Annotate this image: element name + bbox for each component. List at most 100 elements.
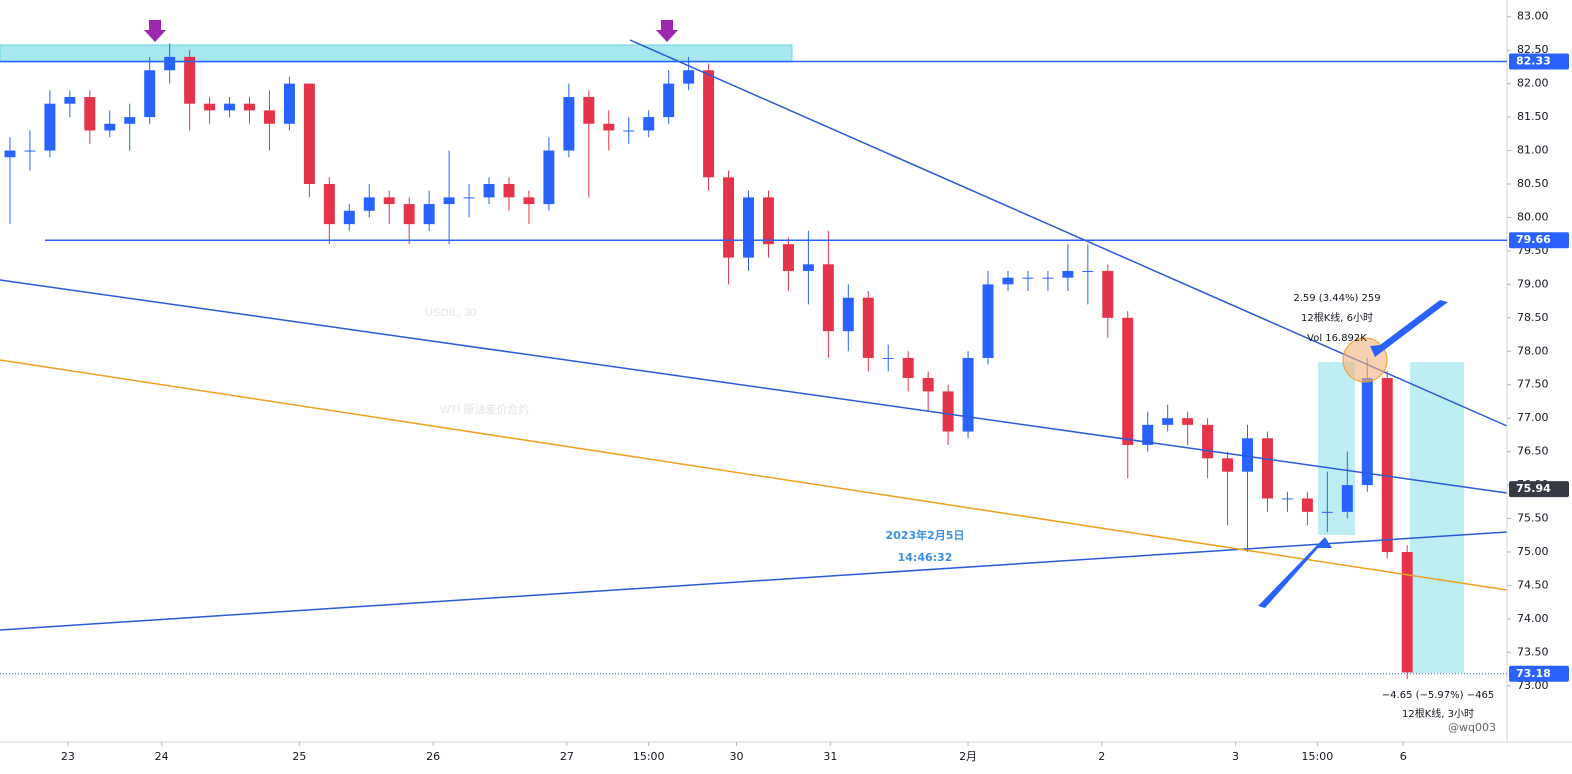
- candle-body: [104, 123, 116, 131]
- candle-body: [663, 83, 675, 118]
- candle-body: [4, 150, 16, 158]
- candle-body: [723, 177, 735, 258]
- candle-body: [822, 264, 834, 332]
- x-tick-label: 3: [1232, 750, 1239, 763]
- candle-body: [1202, 424, 1214, 459]
- candle-body: [1401, 551, 1413, 673]
- measure-label: 12根K线, 6小时: [1301, 311, 1373, 324]
- x-tick-label: 31: [823, 750, 837, 763]
- watermark-subtitle: WTI 原油差价合约: [440, 402, 529, 416]
- candle-body: [1082, 270, 1094, 272]
- candle-body: [323, 183, 335, 225]
- candle-body: [1301, 498, 1313, 512]
- candle-body: [244, 103, 255, 111]
- candle-body: [24, 150, 36, 152]
- measure-box: [1410, 362, 1464, 673]
- candle-body: [1162, 418, 1174, 425]
- y-tick-label: 74.50: [1517, 578, 1549, 591]
- y-tick-label: 83.00: [1517, 10, 1549, 23]
- candle-body: [623, 130, 635, 132]
- candle-body: [842, 297, 854, 332]
- arrow: [144, 20, 166, 42]
- candle-body: [1022, 277, 1034, 279]
- candle-body: [862, 297, 874, 358]
- x-tick-label: 6: [1400, 750, 1407, 763]
- candle-body: [982, 284, 994, 358]
- x-tick-label: 26: [426, 750, 440, 763]
- candle-body: [782, 244, 794, 271]
- y-tick-label: 78.50: [1517, 311, 1549, 324]
- y-tick-label: 81.50: [1517, 110, 1549, 123]
- candle-body: [523, 197, 535, 205]
- candle-body: [463, 197, 475, 199]
- candle-body: [303, 83, 315, 184]
- x-tick-label: 24: [155, 750, 169, 763]
- candle-body: [224, 103, 236, 111]
- candle-body: [1222, 458, 1234, 472]
- candle-body: [503, 183, 515, 198]
- x-tick-label: 23: [61, 750, 75, 763]
- candle-body: [942, 391, 954, 432]
- y-tick-label: 75.00: [1517, 545, 1549, 558]
- price-label: 73.18: [1516, 667, 1551, 680]
- highlight-circle: [1342, 337, 1388, 383]
- candle-body: [383, 197, 395, 205]
- candle-body: [543, 150, 555, 205]
- candle-body: [1002, 277, 1014, 285]
- candle-body: [144, 70, 156, 118]
- candle-body: [922, 378, 934, 392]
- candle-body: [1102, 270, 1114, 318]
- y-tick-label: 78.00: [1517, 344, 1549, 357]
- candle-body: [1321, 511, 1333, 513]
- y-tick-label: 77.00: [1517, 411, 1549, 424]
- date-label: 2023年2月5日: [886, 528, 965, 542]
- candle-body: [902, 357, 914, 379]
- candle-body: [124, 117, 136, 124]
- candle-body: [1142, 424, 1154, 445]
- y-tick-label: 73.00: [1517, 679, 1549, 692]
- price-label-box: [1509, 232, 1569, 249]
- candle-body: [882, 357, 894, 359]
- x-tick-label: 15:00: [1302, 750, 1334, 763]
- price-label: 79.66: [1516, 233, 1551, 246]
- candle-body: [583, 97, 595, 124]
- price-label: 75.94: [1516, 482, 1551, 495]
- x-tick-label: 15:00: [633, 750, 665, 763]
- arrow: [656, 20, 678, 42]
- candle-body: [1361, 378, 1373, 486]
- arrow: [1258, 537, 1332, 608]
- candle-body: [403, 204, 415, 225]
- candle-body: [643, 117, 655, 131]
- credit: @wq003: [1448, 721, 1496, 734]
- watermark: USOIL, 30: [425, 307, 476, 319]
- candle-body: [703, 70, 715, 178]
- trendline: [0, 279, 1508, 494]
- candle-body: [263, 110, 275, 124]
- y-tick-label: 75.50: [1517, 512, 1549, 525]
- candle-body: [1381, 378, 1393, 552]
- candle-body: [962, 357, 974, 432]
- x-tick-label: 2: [1098, 750, 1105, 763]
- candle-body: [184, 56, 196, 104]
- price-label-box: [1509, 481, 1569, 498]
- candle-body: [1062, 270, 1074, 278]
- candle-body: [1261, 438, 1273, 499]
- trendline: [0, 531, 1508, 631]
- candle-body: [44, 103, 56, 151]
- price-label-box: [1509, 665, 1569, 682]
- candle-body: [84, 97, 96, 131]
- candle-body: [683, 70, 695, 84]
- trendline: [0, 359, 1508, 591]
- y-tick-label: 82.00: [1517, 77, 1549, 90]
- candle-body: [204, 103, 216, 111]
- y-tick-label: 76.50: [1517, 445, 1549, 458]
- x-tick-label: 25: [292, 750, 306, 763]
- candle-body: [363, 197, 375, 211]
- candle-body: [1281, 498, 1293, 500]
- price-label-box: [1509, 53, 1569, 70]
- x-tick-label: 2月: [959, 750, 977, 763]
- candle-body: [1242, 438, 1254, 472]
- y-tick-label: 80.50: [1517, 177, 1549, 190]
- y-tick-label: 73.50: [1517, 645, 1549, 658]
